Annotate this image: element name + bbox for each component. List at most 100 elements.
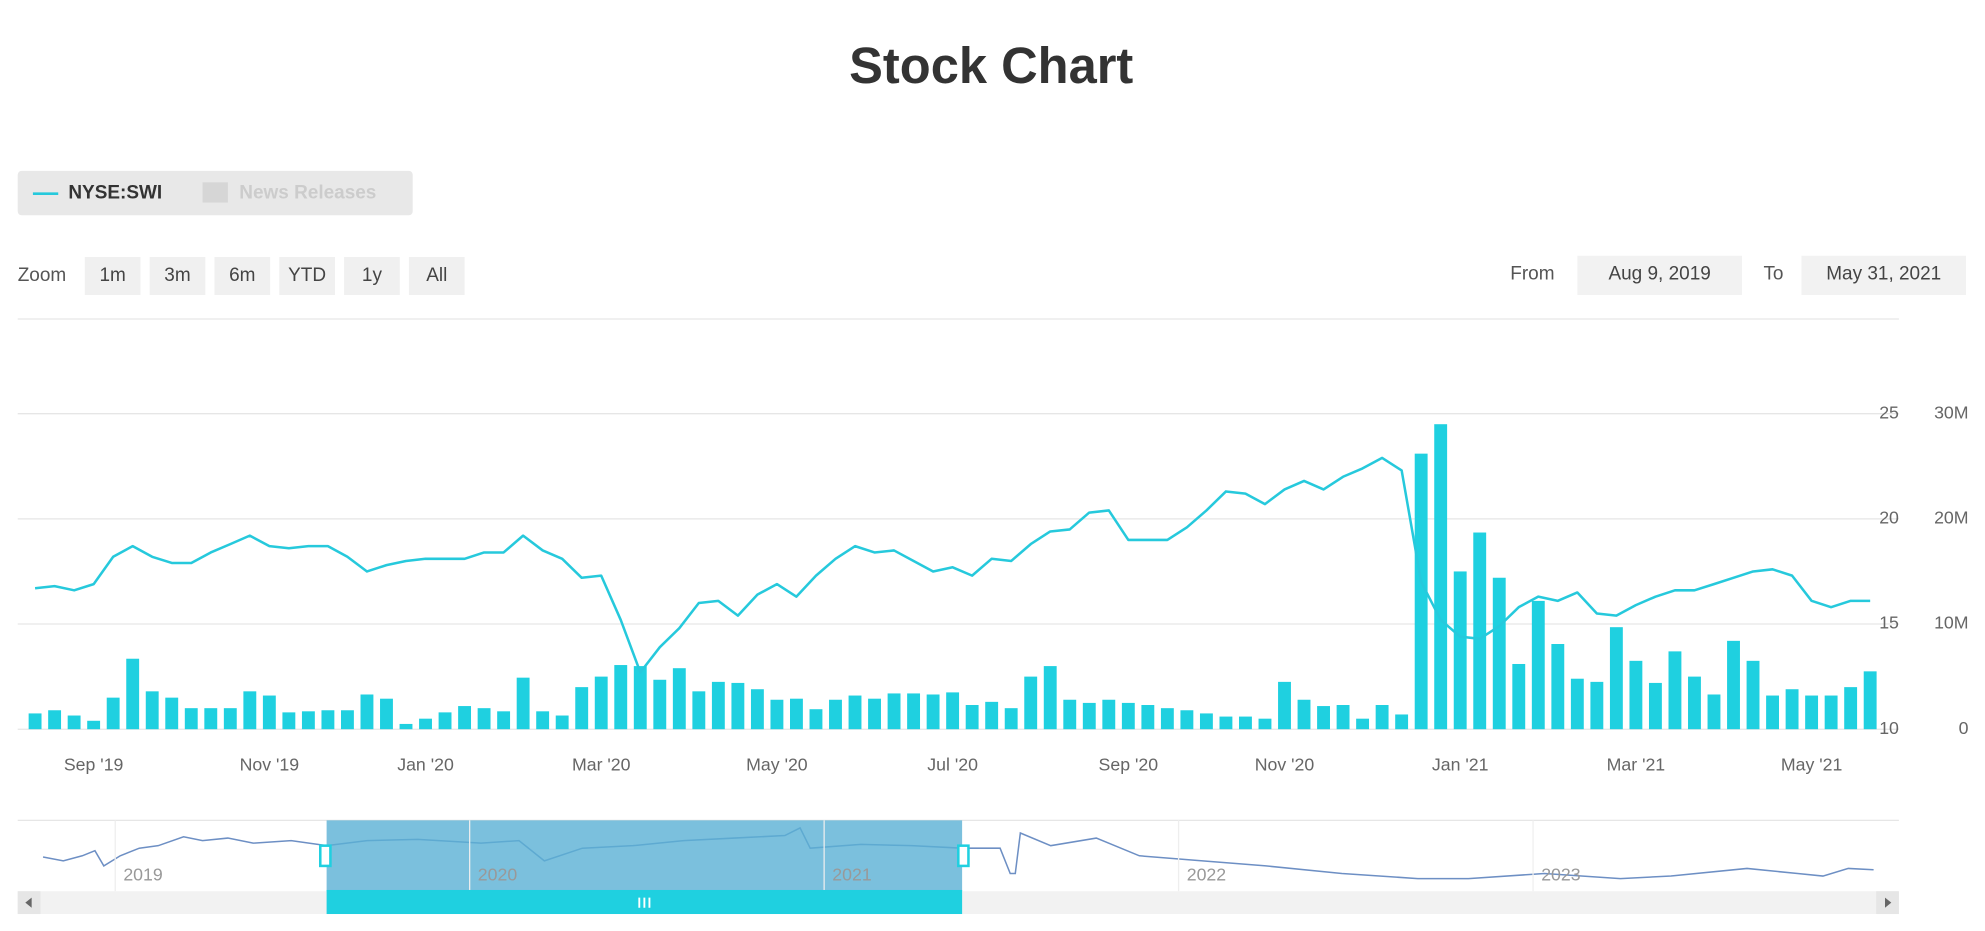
volume-bar xyxy=(1570,678,1584,730)
volume-bar xyxy=(1766,695,1779,730)
to-input[interactable] xyxy=(1801,255,1967,295)
volume-bar xyxy=(106,697,120,730)
navigator-selection[interactable] xyxy=(326,820,963,893)
x-tick-label: Jul '20 xyxy=(927,755,978,775)
navigator-year: 2019 xyxy=(123,865,163,885)
volume-bar xyxy=(360,694,374,730)
volume-bar xyxy=(458,706,472,730)
volume-bar xyxy=(1727,640,1740,730)
volume-bar xyxy=(340,710,354,730)
x-tick-label: Mar '21 xyxy=(1607,755,1666,775)
volume-bar xyxy=(1551,644,1565,730)
zoom-button-label[interactable]: 6m xyxy=(229,265,255,286)
volume-bar xyxy=(1395,714,1409,730)
zoom-button-label[interactable]: YTD xyxy=(288,265,326,286)
legend-marker xyxy=(202,182,228,203)
volume-bar xyxy=(1024,676,1038,730)
zoom-buttons: 1m 3m 6m YTD 1y All xyxy=(84,256,465,295)
volume-bar xyxy=(184,708,198,730)
scrollbar-grip xyxy=(638,897,651,908)
zoom-button[interactable] xyxy=(84,256,141,295)
legend-label[interactable]: NYSE:SWI xyxy=(68,183,162,204)
zoom-button[interactable] xyxy=(344,256,400,295)
volume-bar xyxy=(1492,577,1506,730)
volume-bar xyxy=(829,699,842,730)
volume-bar xyxy=(1317,706,1330,730)
volume-bar xyxy=(946,692,960,730)
zoom-button-label[interactable]: All xyxy=(426,265,447,286)
volume-bar xyxy=(380,698,393,730)
legend-label[interactable]: News Releases xyxy=(239,183,376,204)
volume-bar xyxy=(1219,716,1233,730)
volume-bar xyxy=(536,711,550,730)
volume-bar xyxy=(985,701,999,730)
volume-bar xyxy=(575,687,589,730)
navigator-year: 2023 xyxy=(1541,865,1581,885)
zoom-button[interactable] xyxy=(149,256,206,295)
zoom-button[interactable] xyxy=(408,256,465,295)
volume-bar xyxy=(419,718,432,730)
navigator-handle[interactable] xyxy=(957,844,970,868)
from-input[interactable] xyxy=(1577,255,1742,295)
volume-bar xyxy=(1160,708,1174,730)
volume-bar xyxy=(1512,663,1526,730)
x-tick-label: Jan '20 xyxy=(397,755,454,775)
volume-bar xyxy=(809,709,823,730)
x-tick-label: May '20 xyxy=(746,755,808,775)
volume-bar xyxy=(1844,687,1858,730)
volume-bar xyxy=(1278,681,1291,730)
volume-bar xyxy=(868,698,881,730)
navigator-axis: 2019 2020 2021 2022 2023 xyxy=(114,820,1581,892)
volume-bar xyxy=(1746,660,1760,730)
arrow-left xyxy=(25,897,32,908)
volume-bar xyxy=(67,715,81,730)
volume-bar xyxy=(1004,708,1018,730)
volume-bar xyxy=(633,666,647,730)
volume-bar xyxy=(126,658,140,730)
y2-tick-label: 0 xyxy=(1959,718,1969,738)
volume-bar xyxy=(204,708,218,730)
volume-bar xyxy=(887,693,901,730)
volume-bar xyxy=(1473,532,1487,730)
volume-bar xyxy=(1688,676,1701,730)
volume-bar xyxy=(262,695,276,730)
volume-bar xyxy=(145,691,159,730)
legend-item[interactable]: NYSE:SWI xyxy=(32,183,162,204)
from-value[interactable]: Aug 9, 2019 xyxy=(1608,264,1710,285)
volume-bar xyxy=(48,710,62,730)
y-tick-label: 15 xyxy=(1879,613,1899,633)
volume-bar xyxy=(1141,705,1155,730)
zoom-button[interactable] xyxy=(279,256,335,295)
volume-bar xyxy=(516,677,530,730)
zoom-button-label[interactable]: 1m xyxy=(99,265,125,286)
volume-bar xyxy=(1356,718,1370,730)
x-tick-label: Sep '19 xyxy=(64,755,124,775)
x-tick-label: May '21 xyxy=(1781,755,1842,775)
volume-bar xyxy=(1531,600,1545,730)
to-value[interactable]: May 31, 2021 xyxy=(1826,264,1941,285)
y-tick-label: 20 xyxy=(1879,508,1899,528)
volume-bar xyxy=(497,711,511,730)
x-tick-label: Nov '19 xyxy=(240,755,300,775)
arrow-right xyxy=(1884,897,1892,908)
zoom-button-label[interactable]: 3m xyxy=(164,265,190,286)
volume-bar xyxy=(770,699,784,730)
y2-tick-label: 20M xyxy=(1934,508,1968,528)
volume-bar xyxy=(1863,671,1877,730)
navigator-handle[interactable] xyxy=(319,844,332,868)
legend-item[interactable]: News Releases xyxy=(202,182,377,204)
volume-bar xyxy=(750,689,764,730)
volume-bar xyxy=(1824,695,1838,730)
y-tick-label: 10 xyxy=(1879,718,1899,738)
zoom-button-label[interactable]: 1y xyxy=(362,265,383,286)
navigator-year: 2020 xyxy=(478,865,518,885)
navigator-year: 2021 xyxy=(832,865,871,885)
volume-bar xyxy=(1609,627,1623,730)
zoom-button[interactable] xyxy=(214,256,271,295)
x-tick-label: Nov '20 xyxy=(1255,755,1315,775)
volume-bar xyxy=(1258,718,1272,730)
volume-bar xyxy=(692,691,706,730)
volume-bar xyxy=(1199,713,1213,730)
volume-bar xyxy=(1668,651,1682,730)
